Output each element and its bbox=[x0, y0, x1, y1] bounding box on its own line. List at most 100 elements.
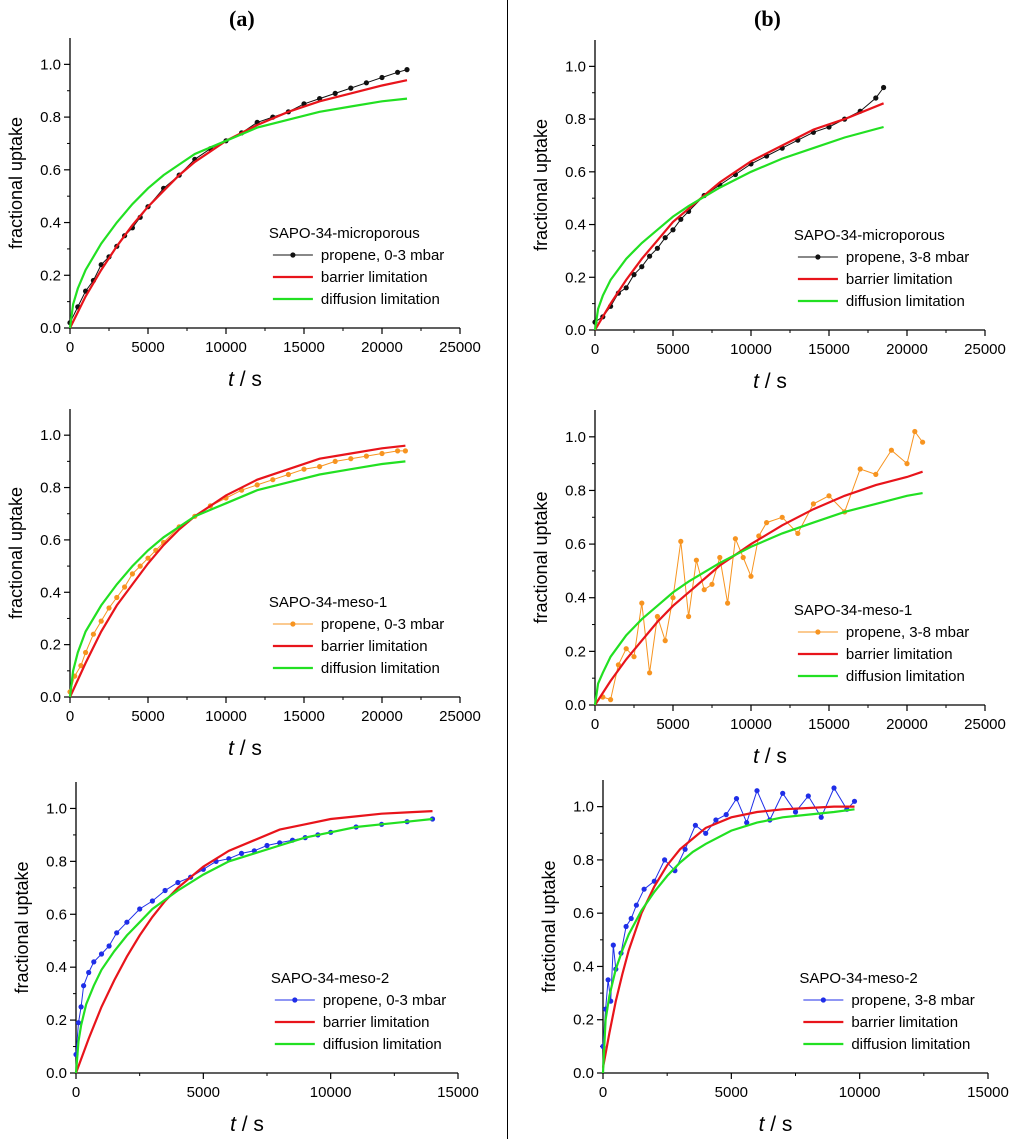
data-point bbox=[631, 654, 637, 660]
series-curve-1 bbox=[601, 805, 855, 1068]
legend-entry: propene, 0-3 mbar bbox=[321, 247, 444, 264]
data-point bbox=[610, 942, 616, 948]
y-tick-label: 0.6 bbox=[40, 162, 61, 179]
panel-divider bbox=[507, 0, 508, 1139]
x-tick-label: 0 bbox=[72, 1084, 80, 1101]
y-tick-label: 0.0 bbox=[46, 1065, 67, 1082]
data-point bbox=[162, 887, 168, 894]
data-point bbox=[764, 520, 770, 526]
chart-a1: 0.0 0.2 0.4 0.6 0.8 1.0 0 5000 10000 15000 20000 25… bbox=[6, 38, 481, 391]
data-point bbox=[395, 448, 401, 454]
x-axis-label: t / s bbox=[753, 370, 787, 393]
series-curve-1 bbox=[69, 79, 408, 329]
data-point bbox=[106, 605, 112, 611]
data-point bbox=[831, 785, 837, 791]
x-tick-label: 10000 bbox=[310, 1084, 352, 1101]
data-point bbox=[332, 90, 338, 96]
series-curve-2 bbox=[601, 808, 855, 1074]
series-line-0 bbox=[594, 87, 885, 323]
y-axis-label: fractional uptake bbox=[539, 860, 559, 992]
data-point bbox=[124, 919, 130, 925]
data-point bbox=[692, 822, 699, 828]
data-point bbox=[270, 477, 276, 483]
y-tick-label: 1.0 bbox=[46, 800, 67, 817]
data-point bbox=[881, 84, 887, 91]
x-tick-label: 15000 bbox=[808, 341, 850, 358]
legend-entry: propene, 0-3 mbar bbox=[323, 992, 446, 1009]
legend-entry: barrier limitation bbox=[323, 1014, 430, 1031]
y-axis-label: fractional uptake bbox=[6, 487, 26, 619]
y-tick-label: 0.2 bbox=[573, 1012, 594, 1029]
y-tick-label: 0.6 bbox=[565, 536, 586, 553]
legend-title: SAPO-34-meso-2 bbox=[799, 970, 917, 987]
x-tick-label: 5000 bbox=[187, 1084, 220, 1101]
y-tick-label: 0.6 bbox=[565, 164, 586, 181]
legend-entry: diffusion limitation bbox=[321, 291, 440, 308]
data-point bbox=[641, 886, 647, 892]
y-axis-label: fractional uptake bbox=[12, 861, 32, 993]
y-tick-label: 0.0 bbox=[565, 697, 586, 714]
y-tick-label: 0.2 bbox=[46, 1012, 67, 1029]
legend-entry: propene, 3-8 mbar bbox=[846, 249, 969, 266]
x-tick-label: 25000 bbox=[439, 339, 481, 356]
y-tick-label: 0.8 bbox=[565, 482, 586, 499]
legend-entry: barrier limitation bbox=[321, 638, 428, 655]
y-tick-label: 0.4 bbox=[40, 584, 61, 601]
legend-entry: propene, 0-3 mbar bbox=[321, 616, 444, 633]
legend-title: SAPO-34-meso-2 bbox=[271, 970, 389, 987]
data-point bbox=[873, 471, 879, 477]
x-axis-label: t / s bbox=[228, 368, 262, 391]
data-point bbox=[888, 447, 895, 453]
data-point bbox=[912, 428, 918, 435]
chart-a2: 0.0 0.2 0.4 0.6 0.8 1.0 0 5000 10000 15000 20000 25… bbox=[6, 409, 481, 760]
data-point bbox=[175, 879, 181, 886]
data-point bbox=[851, 798, 858, 804]
x-tick-label: 15000 bbox=[967, 1084, 1009, 1101]
y-tick-label: 0.8 bbox=[40, 109, 61, 126]
y-tick-label: 1.0 bbox=[565, 58, 586, 75]
data-point bbox=[363, 80, 369, 86]
data-point bbox=[779, 514, 785, 520]
data-point bbox=[254, 482, 260, 488]
y-axis-label: fractional uptake bbox=[531, 119, 551, 251]
y-tick-label: 0.8 bbox=[565, 111, 586, 128]
x-axis-label: t / s bbox=[228, 737, 262, 760]
data-point bbox=[740, 554, 746, 561]
data-point bbox=[795, 530, 801, 537]
legend-entry: diffusion limitation bbox=[846, 293, 965, 310]
legend-entry: barrier limitation bbox=[846, 271, 953, 288]
data-point bbox=[238, 850, 245, 857]
data-point bbox=[83, 649, 89, 656]
data-point bbox=[75, 1020, 82, 1026]
x-axis-label-unit: / s bbox=[759, 745, 787, 768]
data-point bbox=[379, 74, 385, 81]
data-point bbox=[904, 461, 910, 467]
data-point bbox=[605, 977, 611, 983]
data-point bbox=[654, 613, 661, 620]
y-tick-label: 0.4 bbox=[46, 959, 67, 976]
x-axis-label-unit: / s bbox=[764, 1113, 792, 1136]
data-point bbox=[662, 638, 668, 644]
x-axis-label-var: t bbox=[753, 745, 760, 768]
x-tick-label: 10000 bbox=[839, 1084, 881, 1101]
x-tick-label: 0 bbox=[599, 1084, 607, 1101]
data-point bbox=[678, 216, 684, 222]
x-tick-label: 25000 bbox=[964, 341, 1006, 358]
data-point bbox=[748, 573, 754, 579]
x-axis-label: t / s bbox=[759, 1113, 793, 1136]
series-curve-2 bbox=[68, 460, 406, 698]
y-tick-label: 0.4 bbox=[565, 217, 586, 234]
y-tick-label: 0.2 bbox=[565, 643, 586, 660]
data-point bbox=[264, 842, 270, 849]
series-curve-2 bbox=[593, 125, 884, 331]
data-point bbox=[732, 536, 739, 542]
x-tick-label: 10000 bbox=[730, 716, 772, 733]
x-tick-label: 15000 bbox=[283, 708, 325, 725]
y-tick-label: 0.6 bbox=[573, 905, 594, 922]
y-tick-label: 1.0 bbox=[573, 799, 594, 816]
y-axis-label: fractional uptake bbox=[6, 117, 26, 249]
legend-title: SAPO-34-meso-1 bbox=[794, 602, 912, 619]
data-point bbox=[873, 95, 879, 101]
legend-entry: propene, 3-8 mbar bbox=[851, 992, 974, 1009]
legend-entry: diffusion limitation bbox=[846, 668, 965, 685]
